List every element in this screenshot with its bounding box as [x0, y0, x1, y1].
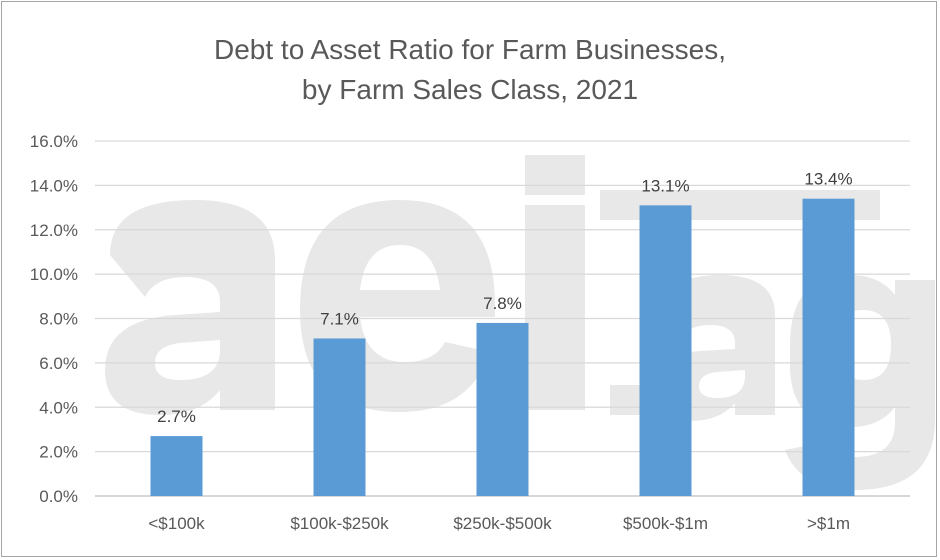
x-tick-label: >$1m — [807, 514, 850, 533]
y-tick-label: 4.0% — [39, 398, 78, 417]
y-tick-label: 14.0% — [30, 176, 78, 195]
chart-title: Debt to Asset Ratio for Farm Businesses,… — [0, 30, 940, 110]
bar — [150, 436, 203, 496]
x-tick-label: <$100k — [148, 514, 205, 533]
y-tick-label: 10.0% — [30, 265, 78, 284]
bar — [476, 322, 529, 496]
bar — [639, 205, 692, 496]
chart-title-line-1: Debt to Asset Ratio for Farm Businesses, — [214, 34, 726, 65]
data-label: 7.8% — [483, 294, 522, 313]
bar — [802, 198, 855, 496]
y-tick-label: 6.0% — [39, 354, 78, 373]
data-label: 13.4% — [804, 170, 852, 189]
y-tick-label: 0.0% — [39, 487, 78, 506]
x-tick-label: $500k-$1m — [623, 514, 708, 533]
y-tick-label: 2.0% — [39, 443, 78, 462]
data-label: 7.1% — [320, 309, 359, 328]
data-label: 2.7% — [157, 407, 196, 426]
x-tick-label: $100k-$250k — [290, 514, 389, 533]
data-label: 13.1% — [641, 176, 689, 195]
y-tick-label: 16.0% — [30, 132, 78, 151]
y-tick-label: 12.0% — [30, 221, 78, 240]
bar — [313, 338, 366, 496]
x-tick-label: $250k-$500k — [453, 514, 552, 533]
chart-title-line-2: by Farm Sales Class, 2021 — [301, 74, 639, 105]
y-tick-label: 8.0% — [39, 310, 78, 329]
